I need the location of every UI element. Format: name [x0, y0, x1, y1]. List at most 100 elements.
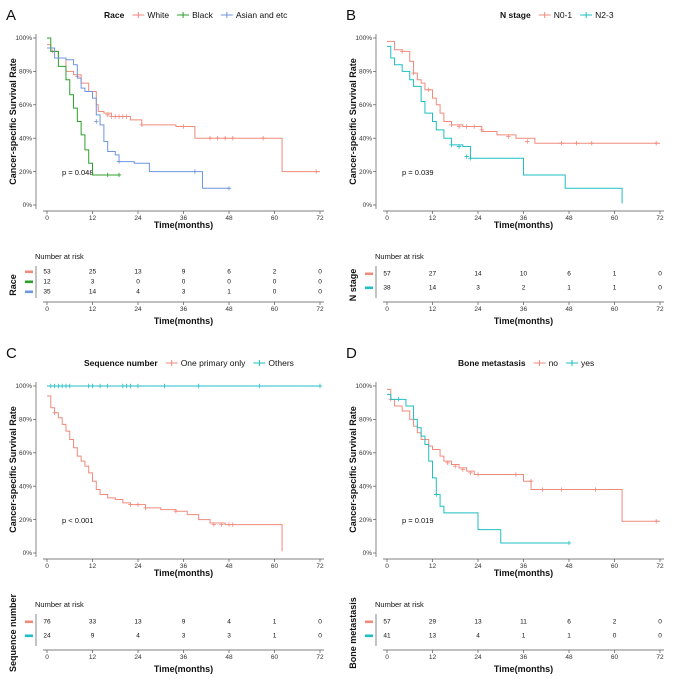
y-tick-label: 20% — [19, 169, 32, 176]
censor-mark — [460, 467, 466, 472]
x-tick-label: 48 — [565, 215, 573, 222]
x-axis-label: Time(months) — [494, 568, 553, 578]
risk-table: Number at risk Race Time(months) 53 25 13 9… — [8, 252, 324, 326]
risk-row-swatch — [25, 620, 33, 624]
risk-count: 9 — [182, 619, 186, 626]
risk-table-x-label: Time(months) — [154, 664, 213, 674]
risk-count: 0 — [658, 285, 662, 292]
censor-mark — [449, 142, 454, 148]
risk-count: 9 — [182, 269, 186, 276]
y-tick-label: 100% — [15, 383, 32, 390]
risk-table-title: Number at risk — [375, 600, 424, 609]
series-line-asian-and-etc — [47, 47, 229, 189]
y-tick-label: 60% — [359, 450, 372, 457]
risk-x-tick-label: 72 — [316, 654, 324, 661]
risk-count: 1 — [273, 633, 277, 640]
censor-mark — [226, 186, 232, 191]
censor-mark — [181, 124, 186, 129]
risk-count: 1 — [613, 271, 617, 278]
censor-mark — [113, 114, 118, 119]
risk-row-swatch — [365, 634, 373, 638]
risk-count: 29 — [429, 619, 437, 626]
risk-count: 0 — [318, 633, 322, 640]
risk-count: 57 — [383, 271, 391, 278]
risk-count: 57 — [383, 619, 391, 626]
x-tick-label: 60 — [611, 563, 619, 570]
censor-mark — [513, 472, 519, 477]
x-tick-label: 12 — [429, 215, 437, 222]
censor-mark — [445, 460, 450, 466]
risk-count: 53 — [43, 269, 51, 276]
censor-mark — [257, 383, 262, 389]
x-tick-label: 0 — [45, 215, 49, 222]
risk-x-tick-label: 24 — [134, 654, 142, 661]
panel-label-a: A — [6, 7, 16, 24]
x-tick-label: 48 — [225, 215, 233, 222]
x-tick-label: 36 — [520, 215, 528, 222]
risk-x-tick-label: 12 — [429, 654, 437, 661]
risk-count: 2 — [613, 619, 617, 626]
risk-count: 14 — [89, 289, 97, 296]
legend-label-n2-3: N2-3 — [595, 10, 614, 20]
censor-mark — [566, 540, 572, 546]
risk-count: 0 — [136, 279, 140, 286]
y-axis-label: Cancer-specific Survival Rate — [348, 58, 358, 185]
x-tick-label: 24 — [474, 563, 482, 570]
censor-mark — [67, 383, 72, 389]
x-axis-label: Time(months) — [154, 220, 213, 230]
legend-label-one-primary-only: One primary only — [181, 358, 246, 368]
x-tick-label: 36 — [180, 563, 188, 570]
y-tick-label: 40% — [359, 135, 372, 142]
risk-count: 0 — [658, 619, 662, 626]
risk-count: 11 — [520, 619, 527, 626]
censor-mark — [192, 169, 198, 174]
y-tick-label: 0% — [23, 550, 33, 557]
censor-mark — [120, 383, 126, 389]
x-tick-label: 72 — [656, 563, 664, 570]
legend-label-asian-and-etc: Asian and etc — [236, 10, 288, 20]
risk-table-group-label: N stage — [348, 269, 358, 302]
x-tick-label: 0 — [385, 215, 389, 222]
series-line-n0-1 — [387, 40, 660, 144]
censor-mark — [654, 519, 659, 524]
x-tick-label: 12 — [89, 215, 97, 222]
censor-mark — [128, 502, 133, 507]
risk-x-tick-label: 72 — [316, 306, 324, 313]
risk-count: 25 — [89, 269, 97, 276]
y-tick-label: 0% — [23, 202, 33, 209]
censor-mark — [528, 478, 534, 484]
censor-mark — [540, 487, 545, 492]
plot-area: 0% 20% 40% 60% 80% 100% 0 12 24 36 48 60 72 — [15, 382, 324, 570]
legend-race: Race White Black Asian and etc — [104, 10, 288, 20]
censor-mark — [464, 124, 469, 129]
legend-label-white: White — [147, 10, 169, 20]
y-tick-label: 40% — [359, 483, 372, 490]
censor-mark — [94, 119, 99, 124]
x-tick-label: 12 — [89, 563, 97, 570]
censor-mark — [143, 505, 148, 511]
risk-table: Number at risk N stage Time(months) 57 27… — [348, 252, 664, 326]
censor-mark — [196, 383, 201, 389]
censor-mark — [162, 383, 167, 389]
censor-mark — [230, 522, 235, 527]
risk-x-tick-label: 36 — [520, 654, 528, 661]
censor-mark — [109, 114, 114, 119]
risk-count: 10 — [520, 271, 528, 278]
risk-count: 1 — [273, 619, 277, 626]
risk-x-tick-label: 60 — [611, 306, 619, 313]
risk-x-tick-label: 48 — [565, 306, 573, 313]
censor-mark — [219, 522, 224, 527]
panel-label-b: B — [346, 7, 356, 24]
risk-count: 6 — [567, 271, 571, 278]
risk-x-tick-label: 24 — [474, 306, 482, 313]
censor-mark — [56, 383, 61, 389]
censor-mark — [426, 87, 431, 92]
x-tick-label: 72 — [316, 563, 324, 570]
plot-area: 0% 20% 40% 60% 80% 100% 0 12 24 36 48 60 72 — [15, 34, 324, 222]
risk-x-tick-label: 60 — [611, 654, 619, 661]
censor-mark — [456, 144, 462, 149]
panel-d: D Bone metastasis no yes Cancer-specific … — [346, 345, 664, 674]
x-tick-label: 24 — [474, 215, 482, 222]
risk-x-tick-label: 36 — [520, 306, 528, 313]
censor-mark — [116, 159, 122, 164]
